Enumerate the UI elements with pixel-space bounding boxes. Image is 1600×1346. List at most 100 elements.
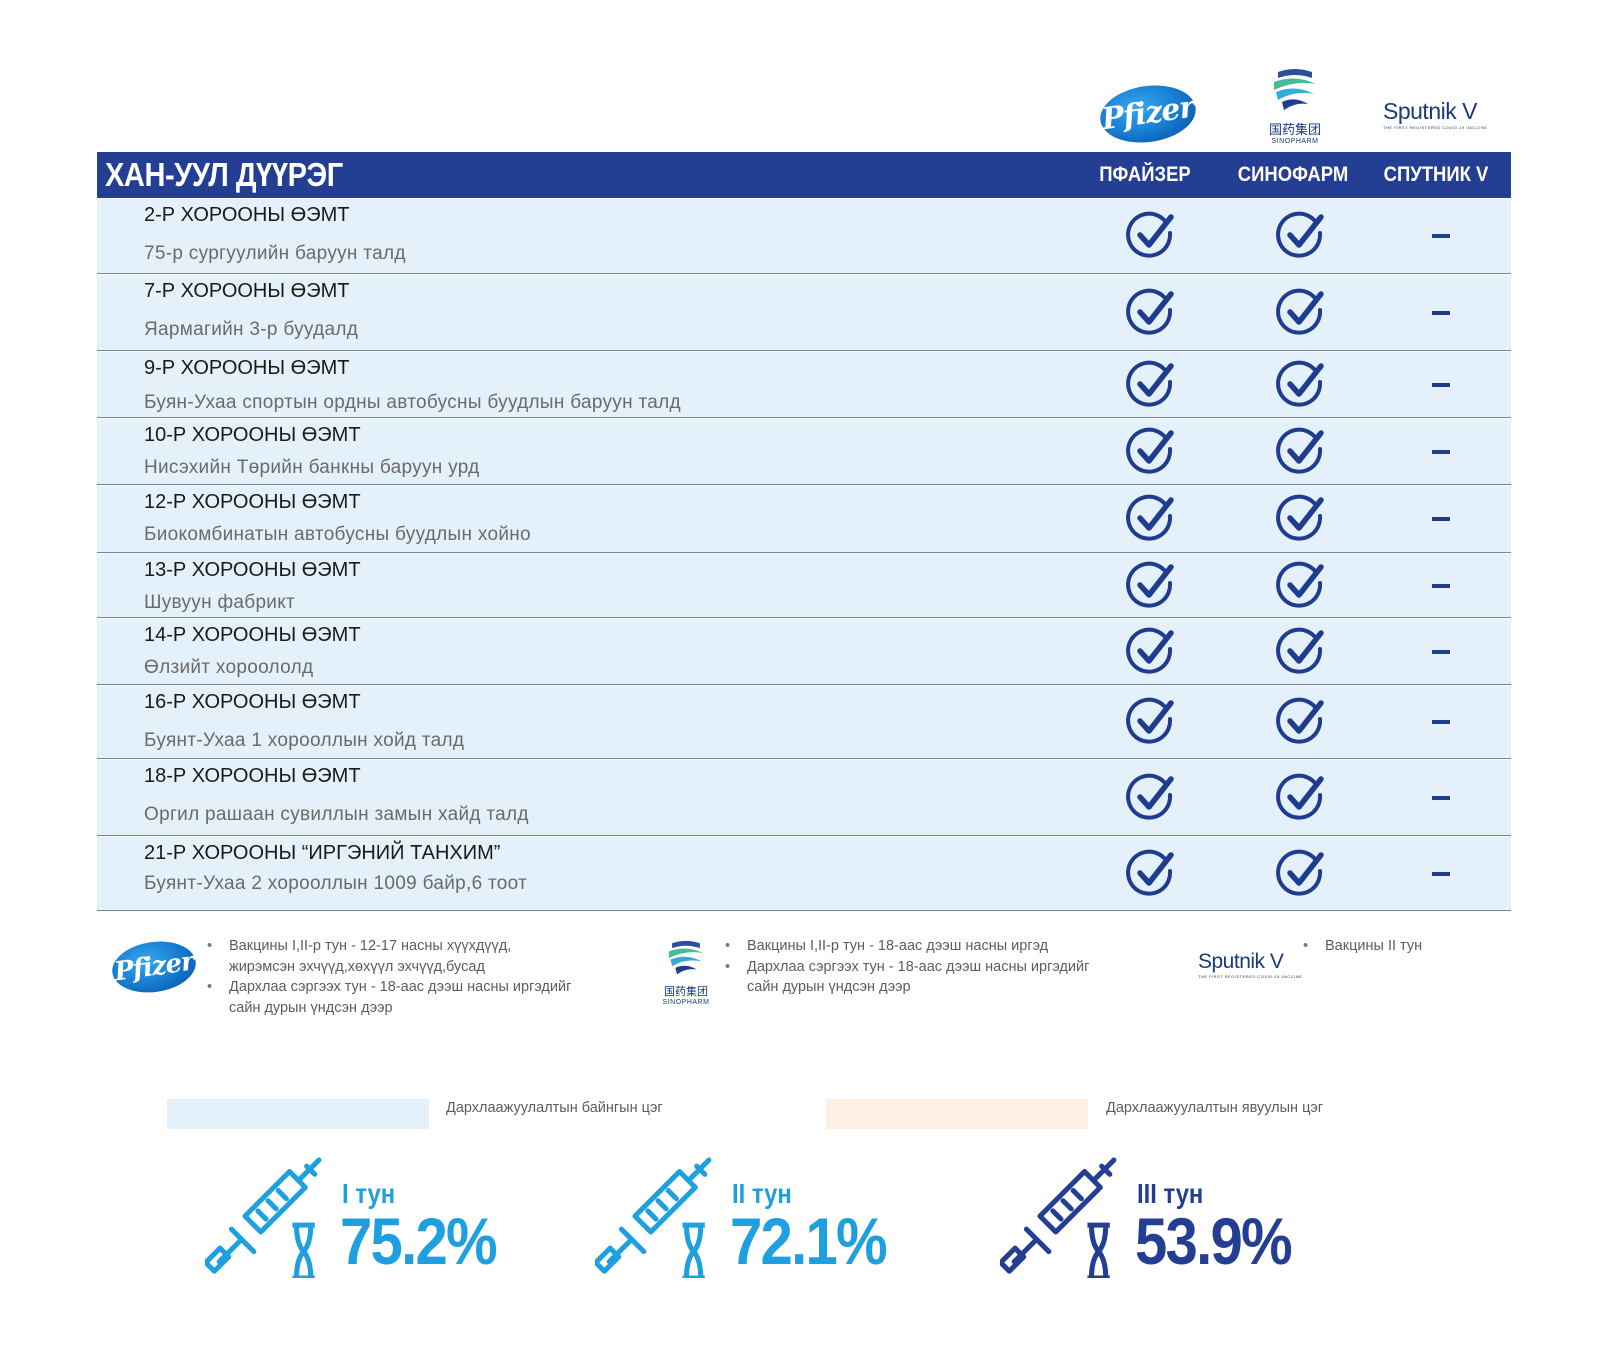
clinic-name: 14-Р ХОРООНЫ ӨЭМТ <box>144 624 361 646</box>
sputnik-logo: Sputnik V THE FIRST REGISTERED COVID-19 … <box>1383 98 1487 130</box>
check-circle-icon <box>1276 561 1324 608</box>
sputnik-unavailable-dash-icon <box>1432 720 1450 724</box>
syringe-hourglass-icon <box>998 1156 1122 1283</box>
sinopharm-note-2: Дархлаа сэргээх тун - 18-аас дээш насны … <box>725 957 1105 998</box>
table-row: 12-Р ХОРООНЫ ӨЭМТ Биокомбинатын автобусны… <box>97 486 1511 553</box>
fixed-point-label: Дархлаажуулалтын байнгын цэг <box>446 1100 663 1116</box>
clinic-address: 75-р сургуулийн баруун талд <box>144 243 406 264</box>
fixed-point-swatch <box>167 1099 429 1129</box>
pfizer-note-2: Дархлаа сэргээх тун - 18-аас дээш насны … <box>207 977 577 1018</box>
check-circle-icon <box>1276 773 1324 820</box>
sputnik-note-logo-text: Sputnik V <box>1198 950 1284 973</box>
table-row: 7-Р ХОРООНЫ ӨЭМТ Яармагийн 3-р буудалд <box>97 275 1511 351</box>
clinic-name: 16-Р ХОРООНЫ ӨЭМТ <box>144 691 361 713</box>
clinic-address: Буян-Ухаа спортын ордны автобусны буудлы… <box>144 392 681 413</box>
clinic-address: Биокомбинатын автобусны буудлын хойно <box>144 524 531 545</box>
clinic-address: Нисэхийн Төрийн банкны баруун урд <box>144 457 480 478</box>
sputnik-logo-tagline: THE FIRST REGISTERED COVID-19 VACCINE <box>1383 125 1488 130</box>
pfizer-note-1: Вакцины I,II-р тун - 12-17 насны хүүхдүү… <box>207 936 577 977</box>
syringe-icon <box>593 1157 712 1281</box>
sinopharm-availability <box>1275 211 1325 261</box>
check-circle-icon <box>1126 773 1174 820</box>
sputnik-unavailable-dash-icon <box>1432 517 1450 521</box>
pfizer-availability <box>1125 561 1175 611</box>
pfizer-availability <box>1125 360 1175 410</box>
column-sinopharm: СИНОФАРМ <box>1237 163 1349 186</box>
sinopharm-note-logo: 国药集团 SINOPHARM <box>652 940 720 1006</box>
clinic-address: Буянт-Ухаа 1 хорооллын хойд талд <box>144 730 465 751</box>
syringe-icon <box>203 1157 322 1281</box>
sinopharm-availability <box>1275 561 1325 611</box>
mobile-point-swatch <box>826 1099 1088 1129</box>
sputnik-logo-text: Sputnik V <box>1383 98 1477 124</box>
check-circle-icon <box>1276 360 1324 407</box>
pfizer-note-logo: Pfizer <box>108 936 200 998</box>
pfizer-availability <box>1125 849 1175 899</box>
table-row: 13-Р ХОРООНЫ ӨЭМТ Шувуун фабрикт <box>97 554 1511 618</box>
pfizer-availability <box>1125 494 1175 544</box>
pfizer-logo: Pfizer <box>1096 79 1200 149</box>
sinopharm-note-1: Вакцины I,II-р тун - 18-аас дээш насны и… <box>725 936 1105 957</box>
sinopharm-availability <box>1275 773 1325 823</box>
dose-percentage: 72.1% <box>730 1204 888 1278</box>
sinopharm-logo-cn: 国药集团 <box>1268 123 1321 138</box>
pfizer-availability <box>1125 627 1175 677</box>
table-row: 9-Р ХОРООНЫ ӨЭМТ Буян-Ухаа спортын ордны … <box>97 352 1511 418</box>
sinopharm-note-logo-cn: 国药集团 <box>664 985 708 998</box>
sinopharm-availability <box>1275 849 1325 899</box>
sputnik-note-logo: Sputnik V THE FIRST REGISTERED COVID-19 … <box>1198 950 1302 979</box>
sinopharm-availability <box>1275 627 1325 677</box>
clinic-name: 2-Р ХОРООНЫ ӨЭМТ <box>144 204 350 226</box>
column-pfizer: ПФАЙЗЕР <box>1099 163 1191 186</box>
syringe-hourglass-icon <box>593 1156 717 1283</box>
check-circle-icon <box>1276 697 1324 744</box>
check-circle-icon <box>1126 849 1174 896</box>
table-row: 16-Р ХОРООНЫ ӨЭМТ Буянт-Ухаа 1 хорооллын … <box>97 686 1511 759</box>
sinopharm-note-emblem-icon <box>668 940 704 975</box>
sinopharm-logo: 国药集团 SINOPHARM <box>1260 68 1330 145</box>
sinopharm-emblem-icon <box>1274 69 1316 110</box>
table-row: 14-Р ХОРООНЫ ӨЭМТ Өлзийт хороололд <box>97 619 1511 685</box>
check-circle-icon <box>1276 427 1324 474</box>
pfizer-availability <box>1125 288 1175 338</box>
table-row: 21-Р ХОРООНЫ “ИРГЭНИЙ ТАНХИМ” Буянт-Ухаа … <box>97 837 1511 911</box>
sputnik-unavailable-dash-icon <box>1432 311 1450 315</box>
clinic-name: 9-Р ХОРООНЫ ӨЭМТ <box>144 357 350 379</box>
check-circle-icon <box>1276 288 1324 335</box>
clinic-name: 12-Р ХОРООНЫ ӨЭМТ <box>144 491 361 513</box>
check-circle-icon <box>1126 494 1174 541</box>
sinopharm-note-logo-en: SINOPHARM <box>662 999 710 1006</box>
clinic-name: 18-Р ХОРООНЫ ӨЭМТ <box>144 765 361 787</box>
dose-label: II тун <box>732 1178 792 1209</box>
sinopharm-availability <box>1275 494 1325 544</box>
clinic-name: 21-Р ХОРООНЫ “ИРГЭНИЙ ТАНХИМ” <box>144 842 501 864</box>
check-circle-icon <box>1126 697 1174 744</box>
clinic-address: Буянт-Ухаа 2 хорооллын 1009 байр,6 тоот <box>144 873 528 894</box>
check-circle-icon <box>1126 288 1174 335</box>
dose-label: I тун <box>342 1178 396 1209</box>
check-circle-icon <box>1276 849 1324 896</box>
district-title: ХАН-УУЛ ДҮҮРЭГ <box>105 156 343 193</box>
pfizer-note-logo-text: Pfizer <box>112 946 196 988</box>
clinic-address: Шувуун фабрикт <box>144 592 296 613</box>
pfizer-logo-text: Pfizer <box>1099 89 1197 138</box>
sinopharm-notes: Вакцины I,II-р тун - 18-аас дээш насны и… <box>725 936 1105 998</box>
district-header-bar: ХАН-УУЛ ДҮҮРЭГ ПФАЙЗЕР СИНОФАРМ СПУТНИК … <box>97 152 1511 198</box>
sputnik-unavailable-dash-icon <box>1432 450 1450 454</box>
check-circle-icon <box>1126 360 1174 407</box>
sputnik-unavailable-dash-icon <box>1432 383 1450 387</box>
sinopharm-availability <box>1275 288 1325 338</box>
dose-percentage: 75.2% <box>340 1204 498 1278</box>
check-circle-icon <box>1276 494 1324 541</box>
mobile-point-label: Дархлаажуулалтын явуулын цэг <box>1106 1100 1324 1116</box>
sputnik-unavailable-dash-icon <box>1432 584 1450 588</box>
sputnik-unavailable-dash-icon <box>1432 234 1450 238</box>
dose-label: III тун <box>1137 1178 1204 1209</box>
check-circle-icon <box>1276 211 1324 258</box>
sinopharm-availability <box>1275 427 1325 477</box>
sputnik-note-1: Вакцины II тун <box>1303 936 1503 957</box>
clinic-name: 7-Р ХОРООНЫ ӨЭМТ <box>144 280 350 302</box>
sputnik-unavailable-dash-icon <box>1432 796 1450 800</box>
sputnik-unavailable-dash-icon <box>1432 650 1450 654</box>
check-circle-icon <box>1126 561 1174 608</box>
